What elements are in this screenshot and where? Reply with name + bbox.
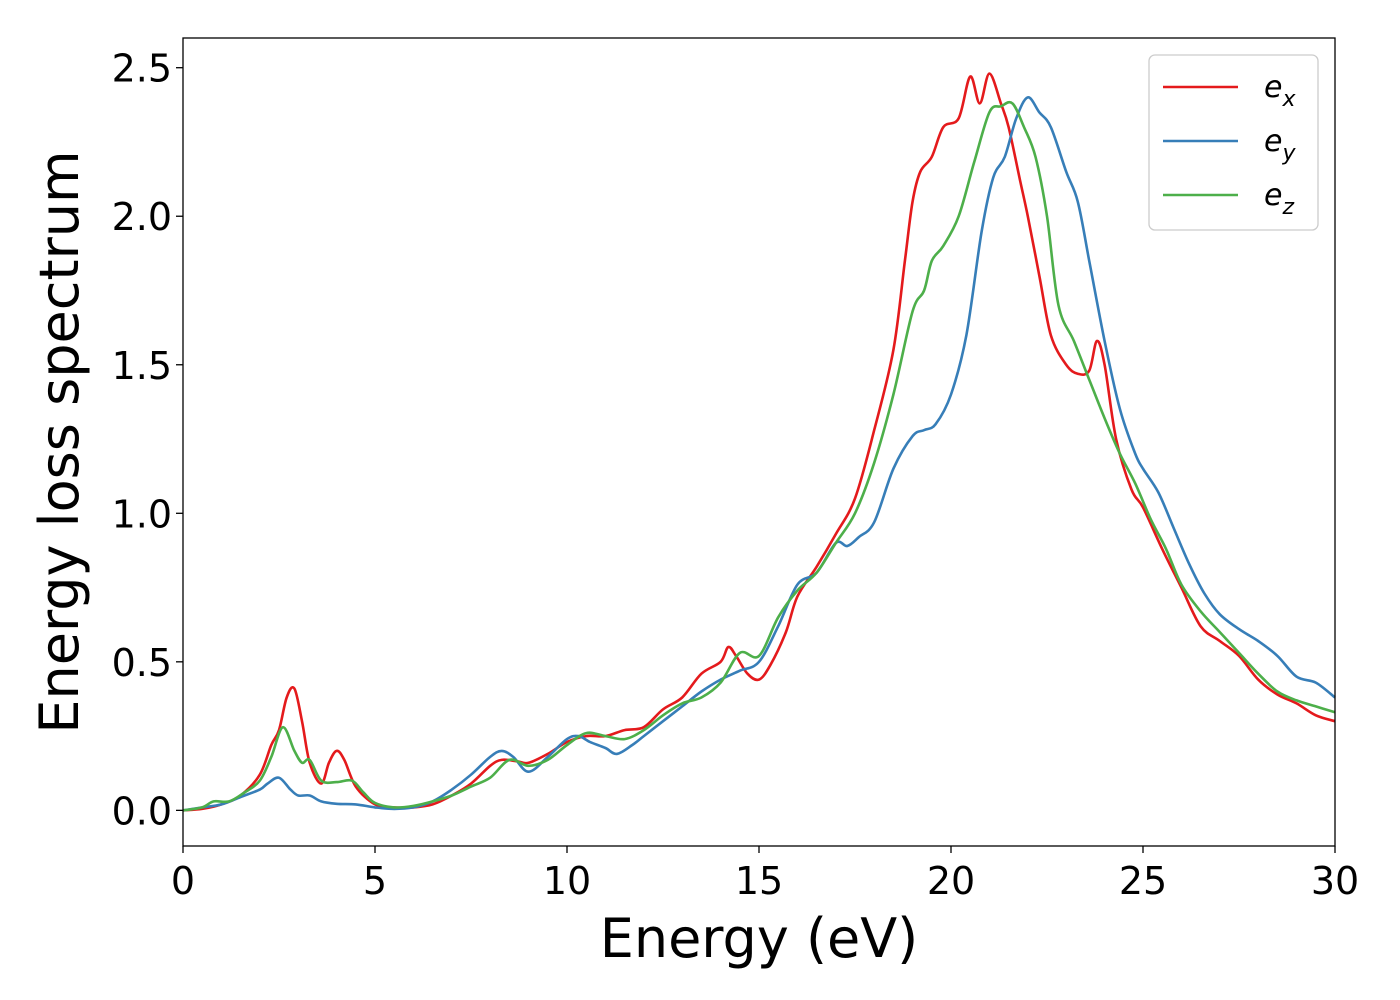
y-tick-label: 0.0: [112, 789, 172, 833]
x-tick-label: 10: [543, 859, 591, 903]
series-layer: [182, 72, 1336, 812]
x-axis-ticks: 0 5 10 15 20 25 30: [171, 846, 1359, 903]
y-tick-label: 2.0: [112, 195, 172, 239]
x-tick-label: 20: [927, 859, 975, 903]
y-axis-ticks: 0.0 0.5 1.0 1.5 2.0 2.5: [112, 47, 183, 833]
legend-subscript: z: [1281, 195, 1294, 220]
y-tick-label: 1.0: [112, 492, 172, 536]
x-tick-label: 5: [363, 859, 387, 903]
y-tick-label: 0.5: [112, 641, 172, 685]
x-tick-label: 0: [171, 859, 195, 903]
legend-subscript: y: [1281, 141, 1296, 166]
x-tick-label: 15: [735, 859, 783, 903]
x-tick-label: 30: [1311, 859, 1359, 903]
y-tick-label: 1.5: [112, 344, 172, 388]
series-line-ey: [182, 96, 1336, 812]
series-line-ez: [182, 100, 1336, 812]
x-tick-label: 25: [1119, 859, 1167, 903]
legend-box: [1148, 54, 1319, 231]
y-tick-label: 2.5: [112, 47, 172, 91]
x-axis-title: Energy (eV): [600, 907, 919, 970]
legend-subscript: x: [1281, 87, 1296, 112]
series-line-ex: [182, 72, 1336, 812]
y-axis-title: Energy loss spectrum: [28, 150, 91, 733]
